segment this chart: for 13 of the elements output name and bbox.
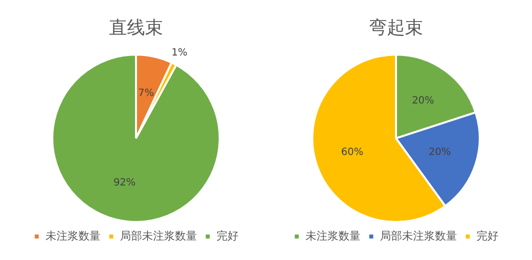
data-label: 60% <box>341 147 364 158</box>
data-label: 1% <box>172 48 188 59</box>
data-label: 20% <box>412 96 434 107</box>
legend-label: 局部未注浆数量 <box>120 229 197 242</box>
legend-label: 局部未注浆数量 <box>380 229 457 242</box>
legend-label: 完好 <box>216 229 238 242</box>
legend-label: 未注浆数量 <box>45 229 100 242</box>
legend-label: 完好 <box>476 229 498 242</box>
legend-label: 未注浆数量 <box>305 229 360 242</box>
chart-title: 弯起束 <box>369 17 423 38</box>
chart-title: 直线束 <box>109 17 163 38</box>
data-label: 20% <box>428 147 451 158</box>
data-label: 92% <box>113 177 136 188</box>
